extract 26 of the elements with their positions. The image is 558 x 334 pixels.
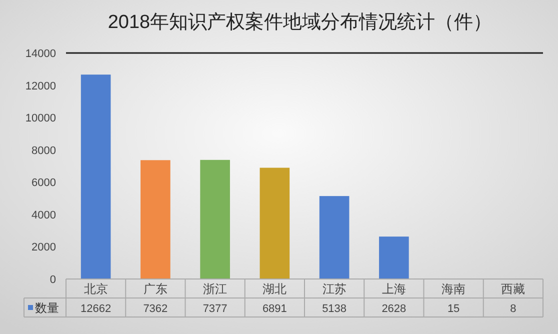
- y-tick-label: 2000: [32, 242, 56, 254]
- data-label: 15: [447, 303, 460, 315]
- x-tick-label: 江苏: [322, 282, 346, 296]
- chart-title: 2018年知识产权案件地域分布情况统计（件）: [108, 11, 492, 33]
- y-tick-label: 0: [50, 274, 56, 286]
- y-tick-label: 4000: [32, 209, 56, 222]
- y-tick-label: 8000: [32, 144, 56, 157]
- data-label: 6891: [262, 303, 287, 315]
- legend-label: 数量: [35, 301, 59, 315]
- x-tick-label: 湖北: [262, 282, 287, 296]
- y-tick-label: 12000: [25, 80, 56, 92]
- x-tick-label: 西藏: [501, 282, 526, 296]
- y-tick-label: 14000: [25, 48, 56, 60]
- x-tick-label: 海南: [442, 282, 466, 296]
- data-label: 2628: [382, 303, 406, 315]
- x-tick-label: 北京: [84, 282, 108, 296]
- data-label: 12662: [80, 303, 112, 315]
- data-label: 5138: [322, 303, 347, 315]
- data-label: 7377: [202, 303, 228, 315]
- x-tick-label: 浙江: [203, 282, 228, 296]
- x-tick-label: 广东: [143, 282, 168, 296]
- data-label: 7362: [143, 303, 168, 315]
- x-tick-label: 上海: [382, 282, 406, 296]
- data-label: 8: [510, 303, 516, 315]
- y-tick-label: 10000: [25, 112, 56, 125]
- y-tick-label: 6000: [32, 177, 56, 190]
